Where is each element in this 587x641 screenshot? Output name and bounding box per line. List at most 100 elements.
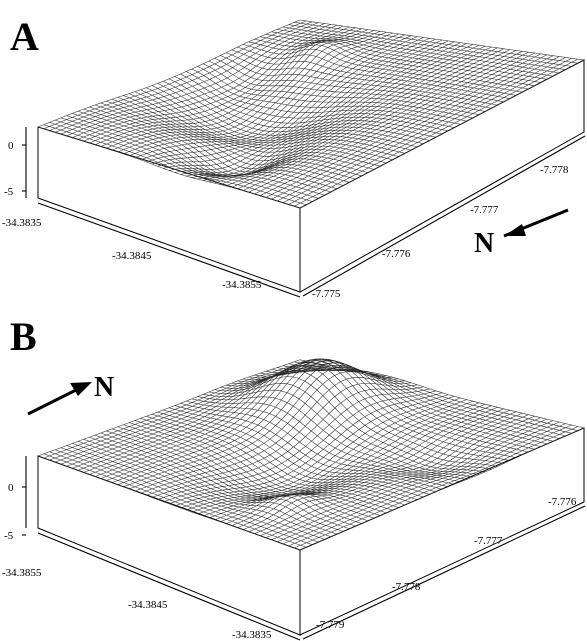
panel-b-north-label: N: [94, 372, 114, 403]
mesh-line: [163, 38, 436, 169]
mesh-line: [277, 421, 560, 543]
mesh-line: [282, 423, 566, 545]
mesh-line: [123, 362, 393, 488]
mesh-line: [134, 91, 406, 154]
mesh-line: [89, 27, 356, 144]
panel-a-lat-tick-label: -7.778: [540, 164, 569, 176]
mesh-line: [37, 19, 301, 128]
panel-b-lat-axis: [302, 505, 586, 640]
mesh-line: [163, 390, 436, 502]
mesh-line: [106, 30, 375, 149]
panel-b-lon-axis: [37, 532, 301, 641]
mesh-line: [66, 24, 332, 137]
mesh-line: [83, 26, 350, 142]
mesh-line: [111, 31, 381, 151]
mesh-line: [100, 29, 369, 147]
panel-b-lon-tick-label: -34.3835: [232, 629, 272, 641]
panel-b-north-arrow: N: [27, 372, 114, 416]
mesh-line: [242, 51, 523, 191]
mesh-line: [129, 366, 399, 490]
panel-a: A 0 -5 -34.3835 -34.3845 -34.3855 -7.778…: [2, 14, 586, 300]
mesh-line: [117, 359, 387, 485]
mesh-line: [157, 38, 430, 167]
panel-b-surface-mesh: [37, 358, 585, 551]
panel-a-lon-axis: [37, 202, 301, 298]
mesh-line: [259, 417, 541, 536]
mesh-line: [111, 358, 381, 483]
mesh-line: [208, 382, 486, 473]
mesh-line: [203, 402, 480, 517]
panel-a-lon-tick-label: -34.3845: [112, 250, 152, 262]
mesh-line: [282, 57, 566, 203]
panel-b-lat-tick-label: -7.776: [548, 496, 577, 508]
mesh-line: [43, 360, 307, 459]
mesh-line: [265, 364, 548, 445]
panel-a-z-tick-label: 0: [8, 140, 14, 152]
panel-b-z-tick-label: -5: [4, 530, 14, 542]
mesh-line: [214, 405, 492, 521]
mesh-line: [66, 365, 331, 467]
mesh-line: [259, 53, 541, 196]
mesh-line: [72, 24, 338, 138]
panel-b-lat-tick-label: -7.777: [474, 535, 503, 547]
mesh-line: [225, 48, 504, 187]
panel-b-north-arrow-head: [70, 382, 92, 396]
mesh-line: [220, 407, 498, 523]
panel-b-lat-tick-label: -7.779: [316, 619, 345, 631]
mesh-line: [186, 397, 461, 511]
mesh-line: [231, 410, 511, 526]
mesh-line: [43, 20, 307, 130]
mesh-line: [277, 56, 560, 202]
mesh-line: [248, 414, 529, 532]
mesh-line: [299, 59, 585, 209]
panel-b-lat-tick-label: -7.778: [392, 581, 421, 593]
mesh-line: [134, 371, 406, 492]
mesh-line: [140, 35, 412, 161]
mesh-line: [180, 41, 455, 175]
mesh-line: [100, 360, 368, 479]
mesh-line: [134, 34, 406, 159]
panel-a-lat-tick-label: -7.775: [312, 288, 341, 300]
mesh-line: [191, 399, 467, 513]
mesh-line: [174, 40, 449, 173]
panel-a-z-tick-label: -5: [4, 186, 14, 198]
mesh-line: [140, 377, 412, 494]
mesh-line: [220, 47, 498, 185]
panel-a-north-arrow-head: [504, 224, 526, 236]
panel-b-block-left-face: [37, 455, 301, 636]
panel-a-letter: A: [10, 14, 39, 59]
mesh-line: [271, 55, 554, 200]
mesh-line: [37, 359, 301, 457]
mesh-line: [151, 37, 424, 165]
panel-a-north-label: N: [474, 228, 494, 259]
mesh-line: [231, 49, 511, 188]
mesh-line: [151, 386, 424, 498]
mesh-line: [299, 427, 585, 551]
mesh-line: [60, 23, 325, 135]
panel-b-letter: B: [10, 314, 37, 359]
panel-a-north-arrow: N: [474, 208, 569, 259]
mesh-line: [214, 46, 492, 184]
panel-a-lat-tick-label: -7.777: [470, 204, 499, 216]
mesh-line: [294, 58, 578, 207]
mesh-line: [208, 404, 486, 519]
panel-a-lat-axis: [302, 135, 586, 297]
mesh-line: [94, 362, 362, 477]
mesh-line: [168, 39, 443, 171]
mesh-line: [117, 31, 387, 153]
mesh-line: [146, 87, 418, 148]
panel-b-lon-tick-label: -34.3845: [128, 599, 168, 611]
panel-b-z-tick-label: 0: [8, 482, 14, 494]
mesh-line: [271, 420, 554, 541]
panel-a-lat-tick-label: -7.776: [382, 248, 411, 260]
mesh-line: [174, 394, 449, 507]
panel-b-lon-tick-label: -34.3855: [2, 567, 42, 579]
mesh-line: [237, 50, 517, 190]
mesh-line: [83, 367, 350, 473]
mesh-line: [288, 58, 572, 205]
panel-a-lon-tick-label: -34.3835: [2, 217, 42, 229]
mesh-line: [248, 51, 529, 193]
panel-a-lon-tick-label: -34.3855: [222, 279, 262, 291]
mesh-line: [294, 426, 578, 549]
mesh-line: [180, 396, 455, 509]
